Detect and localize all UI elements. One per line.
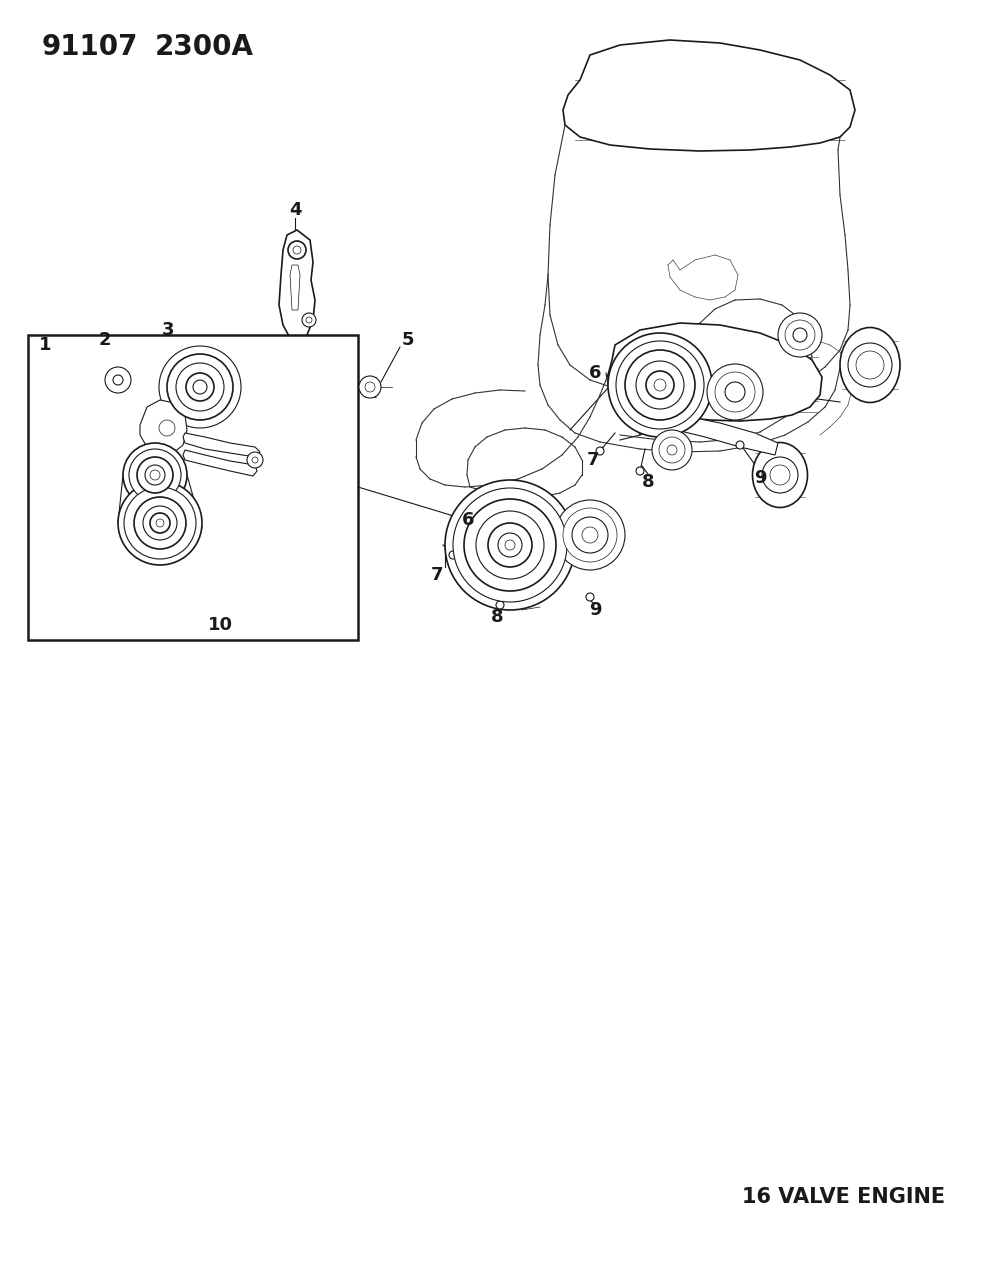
Text: 1: 1 <box>39 337 52 354</box>
Text: 8: 8 <box>491 608 503 626</box>
Circle shape <box>247 453 263 468</box>
Circle shape <box>596 448 604 455</box>
Circle shape <box>785 320 815 351</box>
Polygon shape <box>608 323 822 421</box>
Circle shape <box>453 488 567 602</box>
Circle shape <box>488 523 532 567</box>
Ellipse shape <box>840 328 900 403</box>
Polygon shape <box>279 230 315 340</box>
Circle shape <box>646 371 674 399</box>
Circle shape <box>150 513 170 533</box>
Circle shape <box>176 363 224 411</box>
Text: 5: 5 <box>401 332 414 349</box>
Circle shape <box>288 241 306 259</box>
Circle shape <box>145 465 165 484</box>
Circle shape <box>105 367 131 393</box>
Circle shape <box>778 312 822 357</box>
Polygon shape <box>290 265 300 310</box>
Circle shape <box>563 507 617 562</box>
Polygon shape <box>140 400 187 455</box>
Circle shape <box>770 465 790 484</box>
Text: 16 VALVE ENGINE: 16 VALVE ENGINE <box>742 1187 945 1207</box>
Circle shape <box>464 499 556 592</box>
Polygon shape <box>563 40 855 150</box>
Circle shape <box>555 500 625 570</box>
Circle shape <box>707 363 763 419</box>
Text: 9: 9 <box>754 469 766 487</box>
Circle shape <box>113 375 123 385</box>
Circle shape <box>193 380 207 394</box>
Circle shape <box>156 519 164 527</box>
Circle shape <box>445 479 575 609</box>
Circle shape <box>762 456 798 493</box>
Circle shape <box>736 441 744 449</box>
Text: 2300A: 2300A <box>155 33 254 61</box>
Circle shape <box>616 340 704 428</box>
Circle shape <box>150 470 160 479</box>
Circle shape <box>129 449 181 501</box>
Circle shape <box>167 354 233 419</box>
Polygon shape <box>183 434 260 456</box>
Circle shape <box>848 343 892 388</box>
Text: 9: 9 <box>589 601 602 618</box>
Text: 6: 6 <box>462 511 475 529</box>
Bar <box>28 335 358 640</box>
Circle shape <box>293 246 301 254</box>
Circle shape <box>159 346 241 428</box>
Circle shape <box>636 467 644 476</box>
Circle shape <box>123 442 187 507</box>
Circle shape <box>476 511 544 579</box>
Circle shape <box>856 351 884 379</box>
Text: 91107: 91107 <box>42 33 139 61</box>
Circle shape <box>725 382 745 402</box>
Circle shape <box>572 516 608 553</box>
Text: 2: 2 <box>99 332 111 349</box>
Circle shape <box>365 382 375 391</box>
Text: 7: 7 <box>431 566 443 584</box>
Circle shape <box>498 533 522 557</box>
Text: 3: 3 <box>162 321 174 339</box>
Polygon shape <box>183 450 257 476</box>
Circle shape <box>159 419 175 436</box>
Circle shape <box>302 312 316 326</box>
Circle shape <box>793 328 807 342</box>
Circle shape <box>449 551 457 558</box>
Circle shape <box>124 487 196 558</box>
Circle shape <box>143 506 177 541</box>
Circle shape <box>652 430 692 470</box>
Circle shape <box>359 376 381 398</box>
Circle shape <box>715 372 755 412</box>
Ellipse shape <box>752 442 808 507</box>
Circle shape <box>186 374 214 402</box>
Text: 10: 10 <box>207 616 233 634</box>
Circle shape <box>625 351 695 419</box>
Circle shape <box>152 339 248 435</box>
Circle shape <box>659 437 685 463</box>
Text: 7: 7 <box>587 451 600 469</box>
Circle shape <box>134 497 186 550</box>
Circle shape <box>582 527 598 543</box>
Circle shape <box>252 456 258 463</box>
Text: 6: 6 <box>589 363 602 382</box>
Circle shape <box>636 361 684 409</box>
Circle shape <box>306 317 312 323</box>
Circle shape <box>586 593 594 601</box>
Circle shape <box>505 541 515 550</box>
Circle shape <box>118 481 202 565</box>
Circle shape <box>608 333 712 437</box>
Circle shape <box>654 379 666 391</box>
Polygon shape <box>638 413 778 455</box>
Text: 4: 4 <box>288 201 301 219</box>
Circle shape <box>137 456 173 493</box>
Text: 8: 8 <box>642 473 654 491</box>
Circle shape <box>667 445 677 455</box>
Circle shape <box>496 601 504 609</box>
